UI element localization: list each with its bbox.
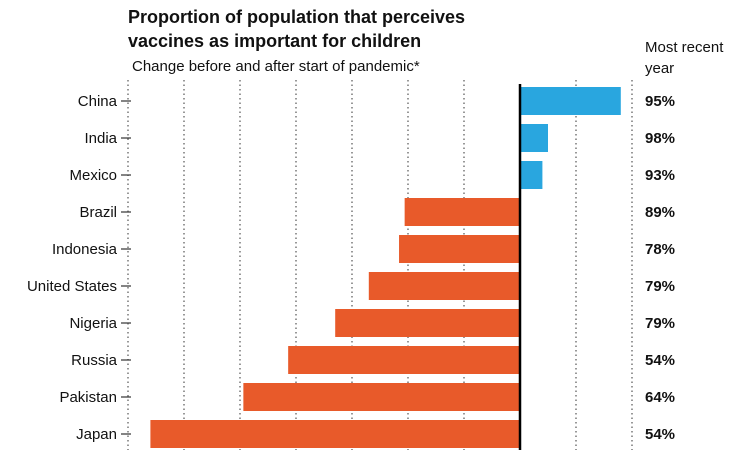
x-tick-labels: 35 30 25 20 15 10 5 0 5 10	[120, 467, 641, 470]
chart-title-line-2: vaccines as important for children	[128, 31, 421, 51]
x-tick-label: 35	[120, 467, 137, 470]
most-recent-japan: 54%	[645, 426, 675, 443]
x-tick-label: 5	[572, 467, 580, 470]
most-recent-indonesia: 78%	[645, 241, 675, 258]
most-recent-united-states: 79%	[645, 278, 675, 295]
bar-india	[520, 124, 548, 152]
bar-russia	[288, 346, 520, 374]
most-recent-brazil: 89%	[645, 204, 675, 221]
category-label-japan: Japan	[76, 426, 117, 443]
category-label-indonesia: Indonesia	[52, 241, 118, 258]
bar-china	[520, 87, 621, 115]
bar-brazil	[404, 198, 520, 226]
x-tick-label: 5	[460, 467, 468, 470]
category-label-brazil: Brazil	[79, 204, 117, 221]
grid-lines	[127, 80, 633, 450]
bar-indonesia	[399, 235, 520, 263]
x-tick-label: 25	[232, 467, 249, 470]
bar-mexico	[520, 161, 543, 189]
category-label-china: China	[78, 93, 118, 110]
x-tick-label: 20	[288, 467, 305, 470]
most-recent-mexico: 93%	[645, 167, 675, 184]
most-recent-russia: 54%	[645, 352, 675, 369]
x-tick-label: 30	[176, 467, 193, 470]
most-recent-nigeria: 79%	[645, 315, 675, 332]
most-recent-header-line-2: year	[645, 60, 674, 77]
bar-united-states	[368, 272, 520, 300]
x-tick-label: 0	[516, 467, 524, 470]
bar-nigeria	[335, 309, 520, 337]
x-tick-label: 15	[344, 467, 361, 470]
category-label-russia: Russia	[71, 352, 118, 369]
chart-title-line-1: Proportion of population that perceives	[128, 7, 465, 27]
bar-japan	[150, 420, 520, 448]
most-recent-china: 95%	[645, 93, 675, 110]
category-label-nigeria: Nigeria	[69, 315, 117, 332]
x-tick-label: 10	[624, 467, 641, 470]
most-recent-values: 95% 98% 93% 89% 78% 79% 79% 54% 64% 54%	[645, 93, 675, 443]
category-label-united-states: United States	[27, 278, 117, 295]
bar-pakistan	[243, 383, 521, 411]
most-recent-header-line-1: Most recent	[645, 39, 724, 56]
most-recent-pakistan: 64%	[645, 389, 675, 406]
most-recent-india: 98%	[645, 130, 675, 147]
category-label-pakistan: Pakistan	[59, 389, 117, 406]
x-tick-label: 10	[400, 467, 417, 470]
category-labels: China India Mexico Brazil Indonesia United St…	[27, 93, 131, 443]
category-label-mexico: Mexico	[69, 167, 117, 184]
chart-subtitle: Change before and after start of pandemi…	[132, 58, 420, 75]
category-label-india: India	[84, 130, 117, 147]
bars	[150, 87, 621, 448]
